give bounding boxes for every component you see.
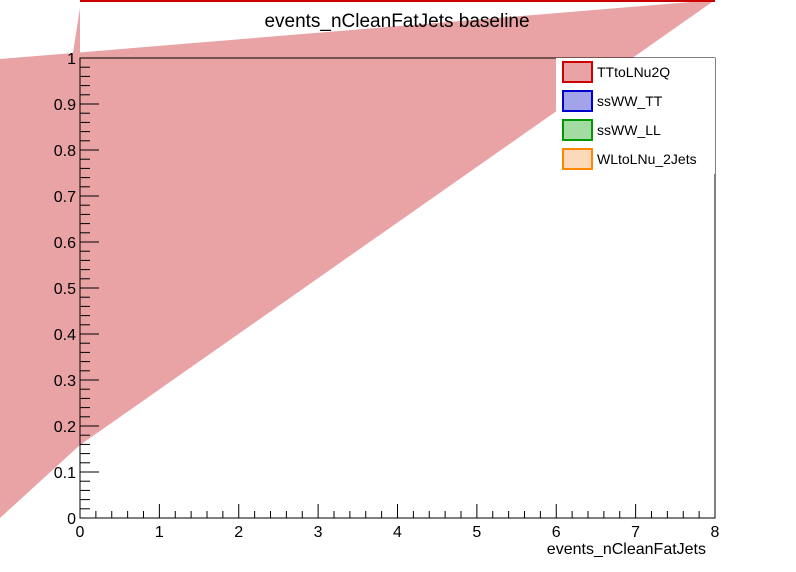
y-tick-label: 0.6 (54, 235, 76, 252)
series-ttolnu2q-fill (0, 0, 715, 518)
x-tick-label: 7 (631, 524, 640, 541)
x-tick-label: 4 (393, 524, 402, 541)
y-tick-label: 0.8 (54, 143, 76, 160)
y-axis-tick-labels: 0 0.1 0.2 0.3 0.4 0.5 0.6 0.7 0.8 0.9 1 (54, 51, 76, 528)
legend-label: ssWW_TT (597, 93, 663, 109)
legend-entry: TTtoLNu2Q (562, 61, 670, 83)
y-tick-label: 0.5 (54, 281, 76, 298)
y-axis-ticks (80, 57, 99, 519)
y-tick-label: 0.9 (54, 97, 76, 114)
x-tick-label: 2 (234, 524, 243, 541)
legend-swatch (562, 90, 593, 112)
x-tick-label: 5 (472, 524, 481, 541)
x-tick-label: 1 (155, 524, 164, 541)
y-tick-label: 0.4 (54, 327, 76, 344)
x-tick-label: 3 (314, 524, 323, 541)
legend-label: TTtoLNu2Q (597, 64, 670, 80)
y-tick-label: 0 (67, 511, 76, 528)
x-axis-tick-labels: 0 1 2 3 4 5 6 7 8 (76, 524, 720, 541)
chart-title: events_nCleanFatJets baseline (264, 11, 529, 32)
x-tick-label: 6 (552, 524, 561, 541)
y-tick-label: 0.2 (54, 419, 76, 436)
fill-artifact-diagonal (0, 0, 715, 518)
legend-swatch (562, 148, 593, 170)
y-tick-label: 0.3 (54, 373, 76, 390)
y-tick-label: 0.1 (54, 465, 76, 482)
legend-swatch (562, 119, 593, 141)
y-tick-label: 0.7 (54, 189, 76, 206)
fill-artifact-left-sliver (0, 8, 80, 518)
x-axis-label: events_nCleanFatJets (547, 541, 706, 558)
x-tick-label: 8 (711, 524, 720, 541)
x-axis-ticks (79, 504, 716, 518)
legend-entry: WLtoLNu_2Jets (562, 148, 697, 170)
x-tick-label: 0 (76, 524, 85, 541)
legend-entry: ssWW_TT (562, 90, 663, 112)
y-tick-label: 1 (67, 51, 76, 68)
legend-label: WLtoLNu_2Jets (597, 151, 697, 167)
legend-entry: ssWW_LL (562, 119, 661, 141)
legend-swatch (562, 61, 593, 83)
legend-label: ssWW_LL (597, 122, 661, 138)
legend: TTtoLNu2Q ssWW_TT ssWW_LL WLtoLNu_2Jets (556, 58, 715, 174)
